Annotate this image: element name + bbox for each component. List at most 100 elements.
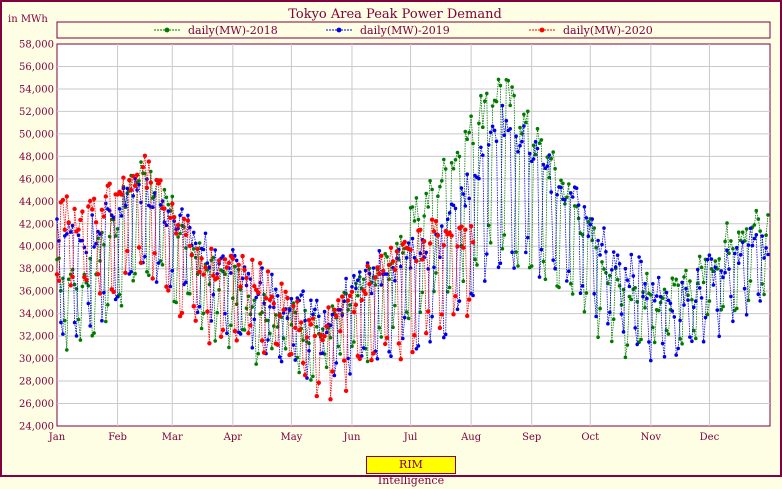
data-point (134, 172, 140, 177)
data-point (297, 370, 302, 375)
data-point (705, 312, 710, 317)
data-point (592, 226, 596, 230)
data-point (308, 322, 314, 327)
data-point (349, 289, 355, 294)
data-point (195, 246, 200, 252)
data-point (600, 242, 604, 247)
data-point (404, 310, 409, 314)
data-point (125, 186, 130, 191)
data-point (740, 230, 745, 234)
data-point (216, 258, 222, 263)
data-point (496, 265, 501, 270)
data-point (90, 333, 94, 338)
data-point (518, 143, 522, 148)
data-point (348, 372, 352, 376)
data-point (183, 232, 189, 238)
data-point (174, 231, 179, 236)
y-tick-label: 52,000 (19, 107, 54, 118)
data-point (55, 217, 59, 221)
data-point (531, 143, 536, 148)
data-point (207, 265, 212, 270)
data-point (471, 293, 475, 298)
data-point (424, 331, 429, 336)
data-point (512, 93, 516, 98)
data-point (152, 251, 157, 256)
data-point (274, 313, 278, 317)
data-point (401, 336, 405, 341)
data-point (481, 153, 485, 158)
data-point (201, 247, 206, 252)
data-point (166, 288, 171, 293)
data-point (322, 334, 327, 339)
data-point (315, 298, 319, 303)
data-point (154, 177, 159, 183)
data-point (72, 320, 77, 325)
data-point (162, 206, 167, 211)
data-point (248, 277, 253, 281)
data-point (258, 261, 263, 266)
data-point (76, 233, 81, 237)
data-point (302, 373, 308, 378)
data-point (535, 126, 540, 131)
series-line-1 (56, 105, 769, 379)
data-point (65, 348, 69, 352)
data-point (180, 207, 184, 211)
data-point (455, 150, 460, 155)
data-point (549, 156, 553, 161)
data-point (94, 241, 98, 246)
y-tick-label: 50,000 (19, 129, 54, 140)
data-point (725, 248, 729, 252)
data-point (113, 297, 118, 302)
data-point (238, 332, 243, 336)
data-point (332, 373, 337, 378)
data-point (611, 317, 616, 322)
data-point (461, 192, 466, 196)
data-point (227, 345, 231, 350)
data-point (160, 263, 165, 267)
data-point (662, 354, 667, 359)
data-point (434, 271, 438, 275)
data-point (522, 112, 526, 117)
data-point (336, 344, 341, 349)
data-point (559, 185, 563, 190)
data-point (90, 213, 94, 217)
data-point (326, 305, 331, 310)
data-point (766, 252, 770, 257)
data-point (654, 294, 659, 298)
data-point (258, 281, 263, 285)
data-point (420, 257, 425, 262)
data-point (279, 281, 284, 286)
data-point (225, 331, 229, 336)
data-point (736, 230, 741, 234)
data-point (461, 245, 466, 250)
data-point (201, 311, 206, 316)
data-point (377, 249, 382, 253)
data-point (92, 331, 96, 335)
data-point (488, 241, 493, 245)
data-point (604, 271, 608, 275)
data-point (150, 205, 155, 209)
data-point (352, 340, 356, 344)
data-point (295, 299, 300, 304)
data-point (252, 284, 257, 289)
data-point (293, 358, 298, 362)
data-point (98, 259, 102, 263)
y-tick-label: 26,000 (19, 399, 54, 410)
data-point (468, 224, 474, 229)
data-point (91, 196, 97, 201)
data-point (410, 349, 415, 355)
data-point (205, 309, 210, 314)
data-point (377, 326, 382, 330)
data-point (177, 314, 183, 319)
data-point (578, 291, 583, 296)
data-point (701, 339, 706, 344)
data-point (315, 324, 319, 329)
data-point (373, 283, 378, 287)
data-point (289, 296, 294, 301)
data-point (271, 301, 276, 306)
data-point (348, 303, 352, 307)
data-point (136, 245, 142, 250)
data-point (396, 341, 401, 346)
data-point (344, 276, 348, 281)
data-point (137, 182, 141, 187)
